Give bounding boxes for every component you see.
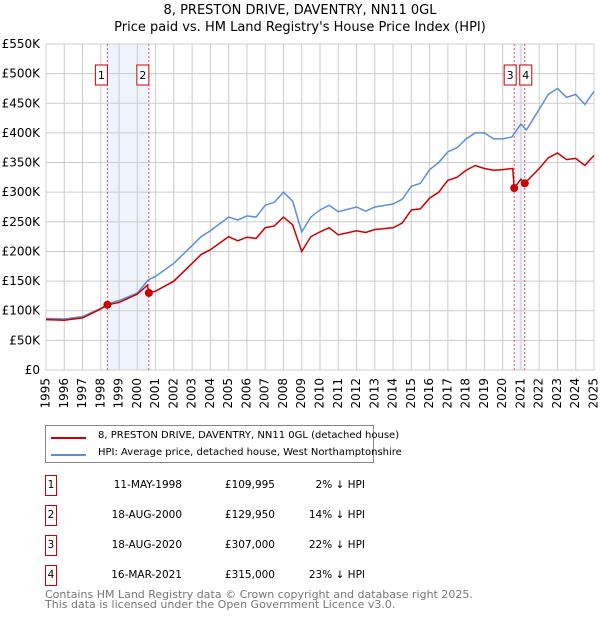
x-tick-label: 2014	[386, 378, 400, 409]
y-tick-label: £250K	[2, 215, 42, 229]
sale-point	[103, 300, 112, 309]
x-tick-label: 2004	[203, 378, 217, 409]
shaded-range	[107, 44, 149, 370]
hpi-line	[45, 87, 595, 320]
sale-row: 1 11-MAY-1998 £109,995 2% ↓ HPI	[45, 475, 600, 496]
x-tick-label: 2010	[313, 378, 327, 409]
x-tick-label: 2022	[532, 378, 546, 409]
sale-label-box	[503, 64, 517, 86]
x-tick-label: 2013	[367, 378, 381, 409]
sale-hpi-diff: 14% ↓ HPI	[308, 509, 365, 521]
sale-point	[510, 184, 519, 193]
sale-label-box	[94, 64, 108, 86]
x-tick-label: 2006	[239, 378, 253, 409]
x-tick-label: 1998	[93, 378, 107, 409]
y-tick-label: £50K	[9, 333, 41, 347]
sale-price: £129,950	[224, 509, 275, 521]
sale-point	[144, 288, 153, 297]
y-tick-label: £200K	[2, 244, 42, 258]
sale-number: 4	[45, 565, 57, 586]
shaded-range	[514, 44, 525, 370]
footer-line-1: Contains HM Land Registry data © Crown c…	[45, 588, 473, 601]
chart-subtitle: Price paid vs. HM Land Registry's House …	[114, 20, 486, 35]
footer-line-2: This data is licensed under the Open Gov…	[45, 598, 396, 611]
sale-row: 4 16-MAR-2021 £315,000 23% ↓ HPI	[45, 565, 600, 586]
x-tick-label: 2018	[459, 378, 473, 409]
legend-property: 8, PRESTON DRIVE, DAVENTRY, NN11 0GL (de…	[98, 430, 400, 441]
x-tick-label: 2011	[331, 378, 345, 409]
sale-date: 11-MAY-1998	[113, 479, 182, 491]
x-tick-label: 2003	[185, 378, 199, 409]
sale-number: 2	[45, 505, 57, 526]
x-tick-label: 1995	[39, 378, 53, 409]
y-tick-label: £500K	[2, 67, 42, 81]
x-tick-label: 2023	[550, 378, 564, 409]
sale-row: 3 18-AUG-2020 £307,000 22% ↓ HPI	[45, 535, 600, 556]
x-tick-label: 2019	[477, 378, 491, 409]
sale-hpi-diff: 22% ↓ HPI	[308, 539, 365, 551]
y-tick-label: £550K	[2, 37, 42, 51]
sale-label: 3	[507, 69, 514, 82]
sale-hpi-diff: 23% ↓ HPI	[308, 569, 365, 581]
x-tick-label: 2000	[130, 378, 144, 409]
x-tick-label: 2024	[568, 378, 582, 409]
x-tick-label: 2007	[258, 378, 272, 409]
x-tick-label: 2008	[276, 378, 290, 409]
price-chart: £0 £50K £100K £150K £200K £250K £300K £350K £400…	[2, 37, 600, 409]
sale-label-box	[519, 64, 533, 86]
y-tick-label: £100K	[2, 304, 42, 318]
x-tick-label: 2025	[587, 378, 600, 409]
sale-price: £109,995	[224, 479, 275, 491]
y-tick-label: £300K	[2, 185, 42, 199]
x-tick-label: 2017	[440, 378, 454, 409]
legend-red-line	[51, 437, 86, 439]
footer: Contains HM Land Registry data © Crown c…	[45, 588, 473, 611]
x-tick-label: 2009	[294, 378, 308, 409]
x-tick-label: 2001	[148, 378, 162, 409]
y-tick-label: £450K	[2, 96, 42, 110]
y-tick-label: £350K	[2, 156, 42, 170]
sale-number: 3	[45, 535, 57, 556]
sale-label-box	[136, 64, 150, 86]
sale-hpi-diff: 2% ↓ HPI	[315, 479, 365, 491]
x-tick-label: 2020	[495, 378, 509, 409]
x-tick-label: 2016	[422, 378, 436, 409]
sale-point	[520, 179, 529, 188]
x-tick-label: 1999	[112, 378, 126, 409]
legend-blue-line	[51, 454, 86, 456]
sale-price: £315,000	[224, 569, 275, 581]
x-tick-label: 2002	[166, 378, 180, 409]
y-tick-label: £0	[25, 363, 40, 377]
sale-date: 16-MAR-2021	[111, 569, 182, 581]
x-tick-label: 1997	[75, 378, 89, 409]
chart-title: 8, PRESTON DRIVE, DAVENTRY, NN11 0GL	[163, 3, 437, 18]
y-tick-label: £400K	[2, 126, 42, 140]
sale-row: 2 18-AUG-2000 £129,950 14% ↓ HPI	[45, 505, 600, 526]
sale-price: £307,000	[224, 539, 275, 551]
legend-hpi: HPI: Average price, detached house, West…	[98, 447, 402, 458]
sale-date: 18-AUG-2000	[111, 509, 182, 521]
x-tick-label: 2012	[349, 378, 363, 409]
x-tick-label: 2021	[513, 378, 527, 409]
sale-label: 1	[98, 69, 105, 82]
sale-label: 4	[522, 69, 529, 82]
legend: 8, PRESTON DRIVE, DAVENTRY, NN11 0GL (de…	[45, 425, 402, 463]
x-tick-label: 1996	[57, 378, 71, 409]
sale-number: 1	[45, 475, 57, 496]
sale-date: 18-AUG-2020	[111, 539, 182, 551]
x-tick-label: 2015	[404, 378, 418, 409]
x-tick-label: 2005	[221, 378, 235, 409]
sale-label: 2	[139, 69, 146, 82]
y-tick-label: £150K	[2, 274, 42, 288]
